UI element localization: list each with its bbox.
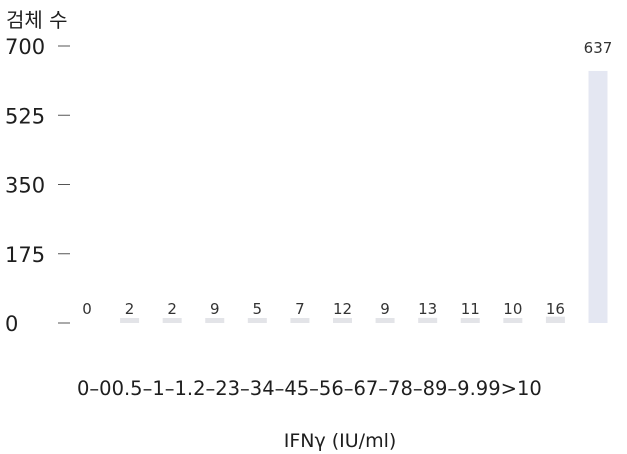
bar-value-label: 13: [418, 300, 437, 318]
x-axis-tick-labels: 0–00.5–1–1.2–23–34–45–56–67–78–89–9.99>1…: [77, 377, 542, 400]
bar: [503, 318, 523, 323]
bar: [162, 318, 182, 323]
x-axis-label: IFNγ (IU/ml): [284, 430, 397, 452]
bar: [588, 70, 608, 324]
bar-value-label: 9: [380, 300, 390, 318]
y-axis-label: 검체 수: [6, 8, 68, 32]
y-tick-label: 175: [5, 243, 45, 267]
bar-value-label: 0: [82, 300, 92, 318]
bar: [545, 316, 565, 323]
bar: [460, 318, 480, 323]
y-tick-label: 0: [5, 312, 18, 336]
bar-value-label: 12: [333, 300, 352, 318]
bar: [290, 318, 310, 323]
y-tick-label: 700: [5, 35, 45, 59]
bars: [120, 70, 608, 324]
bar-value-label: 9: [210, 300, 220, 318]
bar: [205, 318, 225, 323]
value-labels: 0 2 2 9 5 7 12 9 13 11 10 16 637: [82, 39, 612, 318]
bar: [120, 318, 140, 323]
y-axis: 0 175 350 525 700: [5, 35, 70, 336]
bar-value-label: 2: [125, 300, 135, 318]
bar: [333, 318, 352, 323]
bar-value-label: 637: [584, 39, 613, 57]
bar: [418, 317, 438, 323]
bar-value-label: 11: [461, 300, 480, 318]
y-tick-label: 525: [5, 104, 45, 128]
bar: [375, 318, 395, 323]
bar-value-label: 2: [167, 300, 177, 318]
y-tick-label: 350: [5, 174, 45, 198]
bar: [247, 318, 267, 323]
bar-value-label: 10: [503, 300, 522, 318]
bar-value-label: 7: [295, 300, 305, 318]
bar-value-label: 16: [546, 300, 565, 318]
bar-value-label: 5: [253, 300, 263, 318]
